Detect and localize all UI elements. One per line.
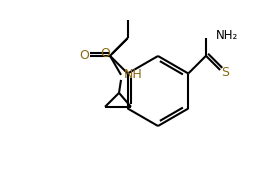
Text: S: S — [221, 66, 229, 79]
Text: O: O — [79, 49, 89, 62]
Text: NH₂: NH₂ — [216, 29, 238, 42]
Text: NH: NH — [124, 68, 143, 81]
Text: O: O — [100, 47, 110, 60]
